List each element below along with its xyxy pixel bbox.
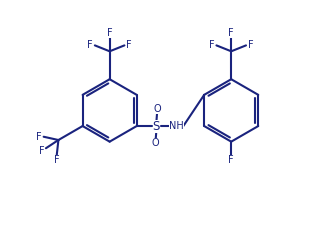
Text: NH: NH	[169, 121, 184, 131]
Text: F: F	[87, 40, 93, 50]
Text: O: O	[153, 104, 161, 114]
Text: F: F	[248, 40, 254, 50]
Text: F: F	[126, 40, 132, 50]
Text: F: F	[228, 28, 234, 38]
Text: F: F	[107, 28, 113, 38]
Text: F: F	[54, 155, 60, 165]
Text: F: F	[38, 146, 44, 156]
Text: F: F	[228, 155, 234, 165]
Text: O: O	[152, 138, 160, 148]
Text: S: S	[153, 120, 160, 133]
Text: F: F	[209, 40, 214, 50]
Text: F: F	[36, 132, 42, 142]
